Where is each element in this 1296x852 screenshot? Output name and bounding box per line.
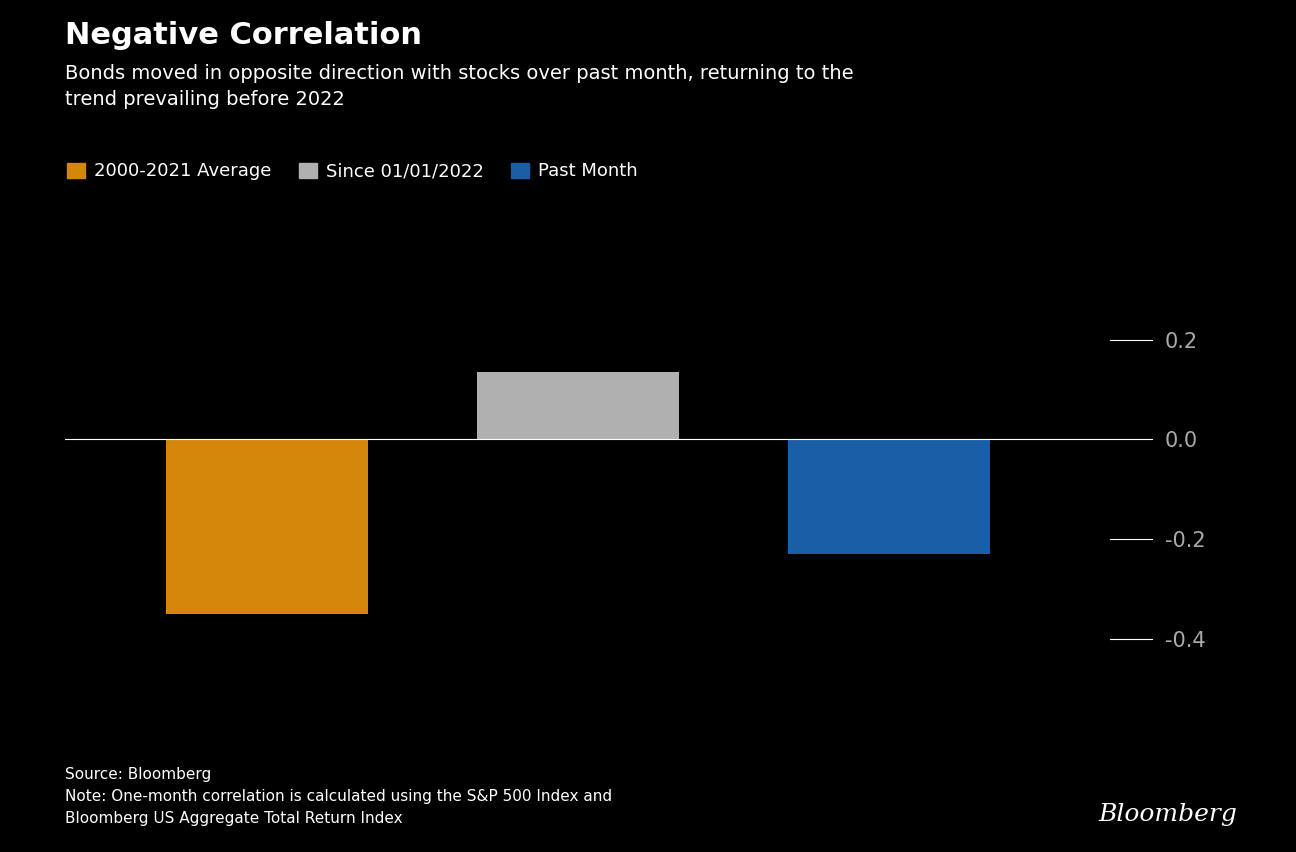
Text: Source: Bloomberg
Note: One-month correlation is calculated using the S&P 500 In: Source: Bloomberg Note: One-month correl… <box>65 767 612 826</box>
Bar <box>788 440 990 554</box>
Text: Bonds moved in opposite direction with stocks over past month, returning to the
: Bonds moved in opposite direction with s… <box>65 64 854 109</box>
Text: Bloomberg: Bloomberg <box>1099 803 1238 826</box>
Bar <box>166 440 368 613</box>
Bar <box>477 372 679 440</box>
Text: Negative Correlation: Negative Correlation <box>65 21 421 50</box>
Legend: 2000-2021 Average, Since 01/01/2022, Past Month: 2000-2021 Average, Since 01/01/2022, Pas… <box>67 163 638 181</box>
